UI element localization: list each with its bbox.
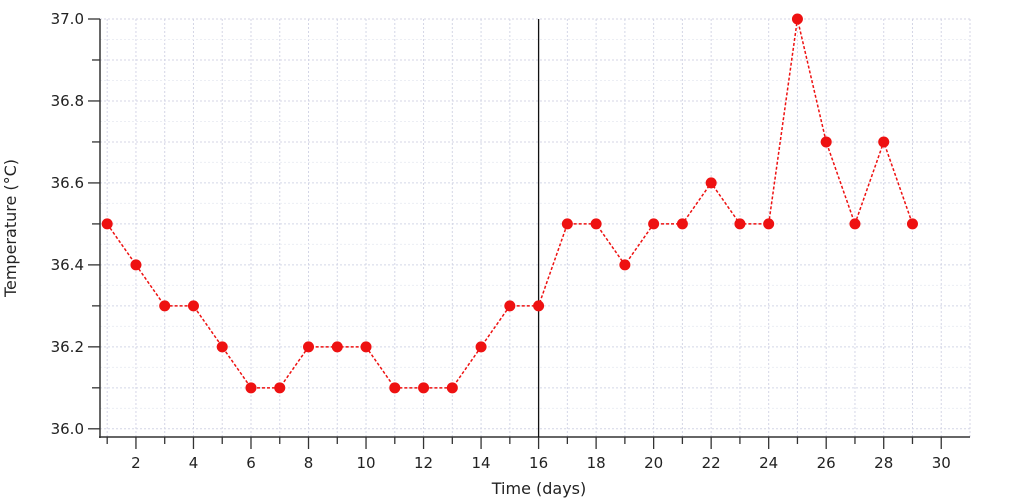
x-tick-label: 12 bbox=[414, 454, 433, 472]
data-point bbox=[245, 382, 257, 394]
x-tick-label: 10 bbox=[356, 454, 375, 472]
y-axis-title: Temperature (°C) bbox=[1, 159, 20, 298]
data-point bbox=[878, 136, 890, 148]
data-point bbox=[791, 13, 803, 25]
y-tick-label: 36.2 bbox=[51, 338, 84, 356]
x-tick-label: 8 bbox=[304, 454, 314, 472]
data-point bbox=[676, 218, 688, 230]
y-tick-label: 36.8 bbox=[51, 92, 84, 110]
data-point bbox=[906, 218, 918, 230]
data-point bbox=[590, 218, 602, 230]
data-point bbox=[849, 218, 861, 230]
data-point bbox=[360, 341, 372, 353]
x-tick-label: 14 bbox=[472, 454, 491, 472]
series-temperature bbox=[101, 13, 918, 394]
data-point bbox=[159, 300, 171, 312]
data-point bbox=[101, 218, 113, 230]
data-point bbox=[389, 382, 401, 394]
data-point bbox=[533, 300, 545, 312]
x-tick-label: 18 bbox=[587, 454, 606, 472]
x-tick-label: 16 bbox=[529, 454, 548, 472]
x-tick-label: 22 bbox=[702, 454, 721, 472]
data-point bbox=[303, 341, 315, 353]
x-tick-label: 30 bbox=[932, 454, 951, 472]
data-point bbox=[187, 300, 199, 312]
data-point bbox=[274, 382, 286, 394]
data-point bbox=[820, 136, 832, 148]
data-point bbox=[705, 177, 717, 189]
data-point bbox=[734, 218, 746, 230]
data-point bbox=[648, 218, 660, 230]
y-tick-label: 36.0 bbox=[51, 420, 84, 438]
series-line bbox=[106, 18, 914, 389]
x-tick-label: 26 bbox=[817, 454, 836, 472]
y-tick-label: 36.6 bbox=[51, 174, 84, 192]
data-point bbox=[619, 259, 631, 271]
data-point bbox=[763, 218, 775, 230]
x-tick-label: 24 bbox=[759, 454, 778, 472]
data-point bbox=[418, 382, 430, 394]
data-point bbox=[475, 341, 487, 353]
data-point bbox=[561, 218, 573, 230]
x-tick-label: 28 bbox=[874, 454, 893, 472]
x-axis-title: Time (days) bbox=[491, 479, 587, 498]
data-point bbox=[446, 382, 458, 394]
y-tick-label: 36.4 bbox=[51, 256, 84, 274]
x-tick-label: 4 bbox=[189, 454, 199, 472]
y-tick-label: 37.0 bbox=[51, 10, 84, 28]
data-point bbox=[504, 300, 516, 312]
x-tick-label: 2 bbox=[131, 454, 141, 472]
x-tick-label: 6 bbox=[246, 454, 256, 472]
x-tick-label: 20 bbox=[644, 454, 663, 472]
grid bbox=[100, 18, 971, 437]
axes: 2 4 6 8 10 12 14 16 18 20 22 24 26 28 3036.036.236.436… bbox=[51, 10, 970, 472]
data-point bbox=[331, 341, 343, 353]
data-point bbox=[216, 341, 228, 353]
data-point bbox=[130, 259, 142, 271]
